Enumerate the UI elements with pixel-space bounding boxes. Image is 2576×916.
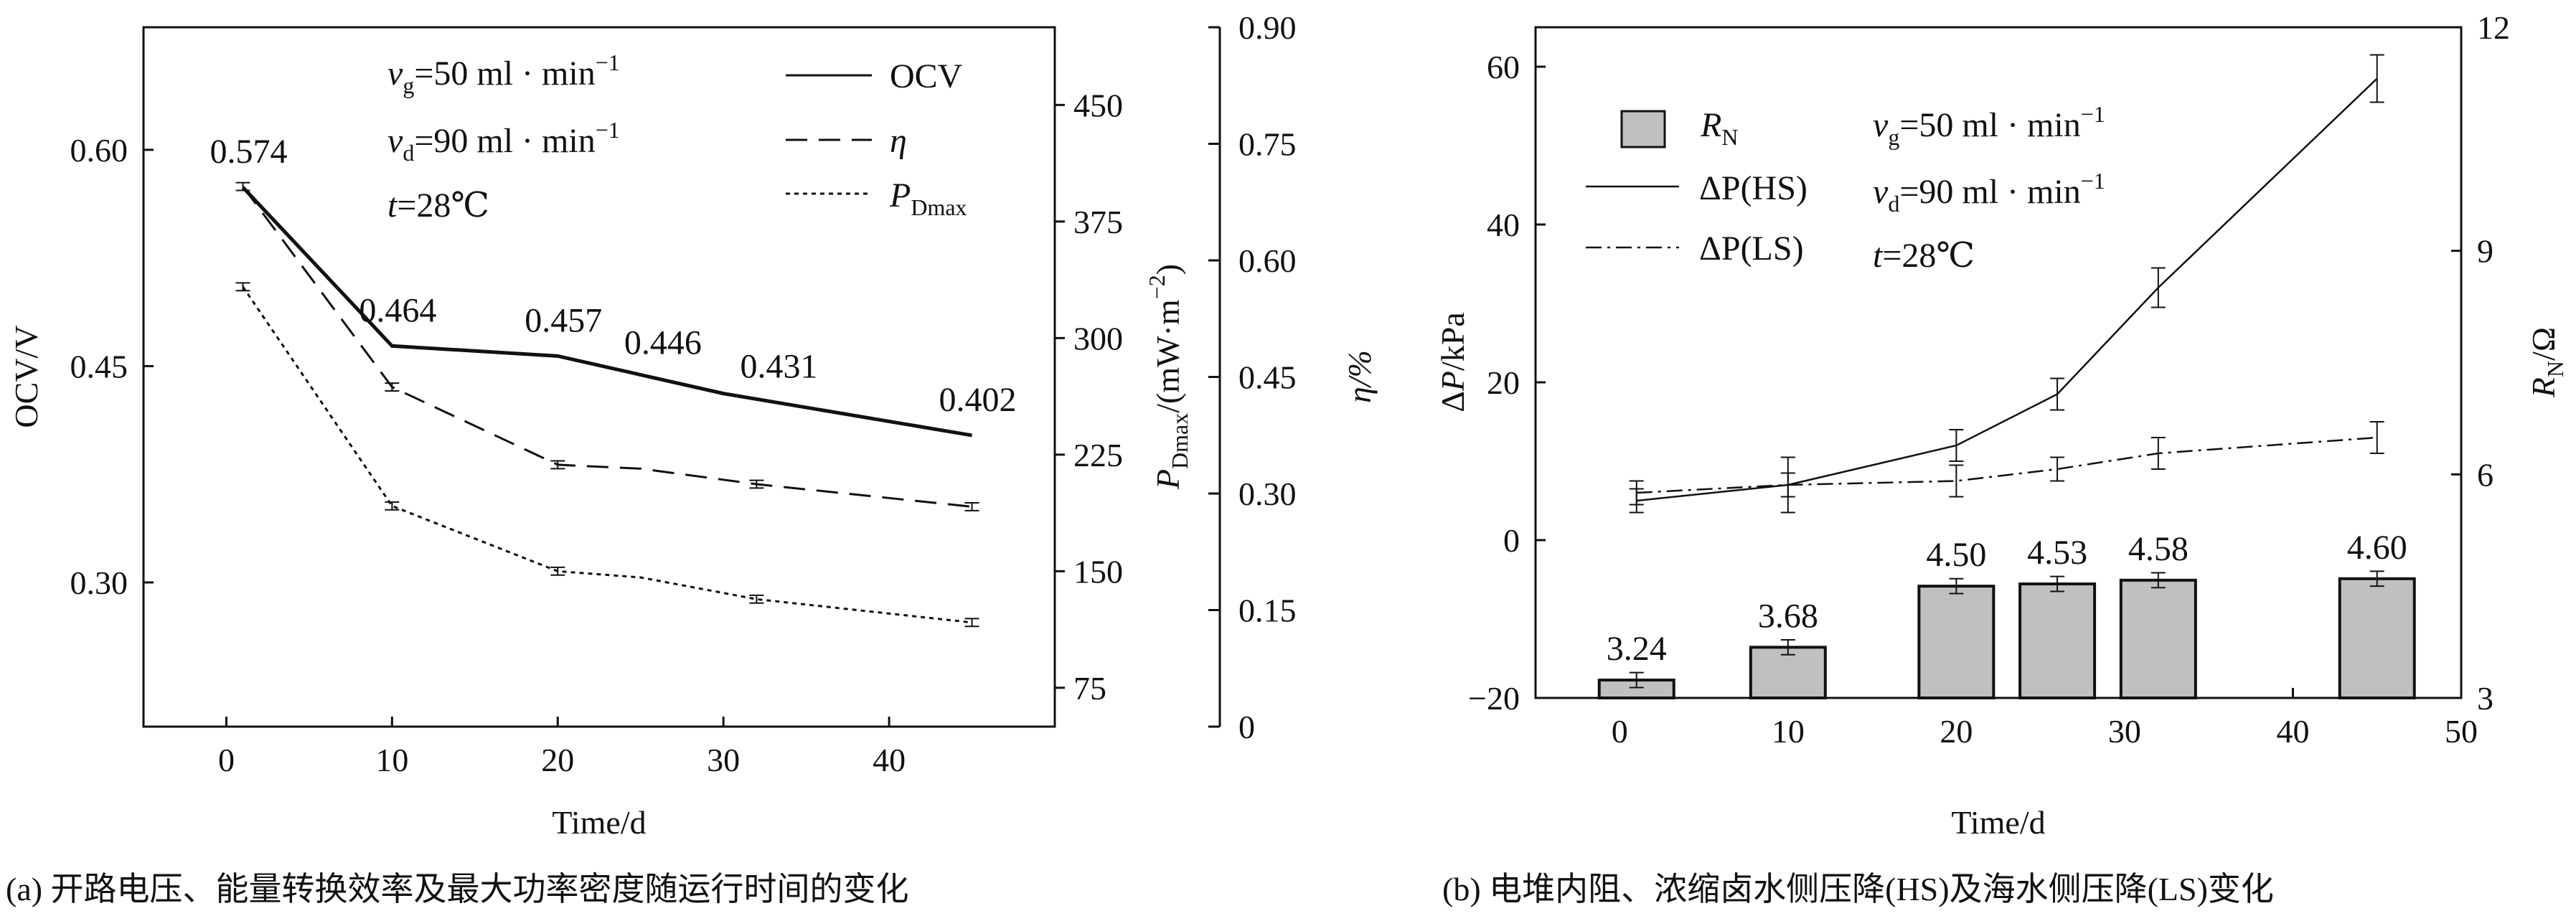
panel-b-conditions: vg=50 ml · min−1 vd=90 ml · min−1 t=28℃ xyxy=(1873,101,2105,275)
legend-rn-swatch xyxy=(1620,110,1666,148)
panel-a-conditions: vg=50 ml · min−1 vd=90 ml · min−1 t=28℃ xyxy=(387,49,620,225)
panel-a-series-line-2 xyxy=(242,285,972,624)
panel-a-xtick-label: 30 xyxy=(707,742,740,778)
ocv-data-label: 0.464 xyxy=(359,291,436,329)
ocv-data-label: 0.457 xyxy=(525,301,602,339)
legend-ocv-label: OCV xyxy=(890,57,963,95)
panel-b-ytick-left-label: −20 xyxy=(1468,680,1520,717)
panel-b-ytick-left-label: 20 xyxy=(1487,364,1520,401)
panel-a-ytick-power-label: 150 xyxy=(1073,553,1123,590)
legend-eta-label: η xyxy=(890,122,907,160)
panel-b-xtick-label: 0 xyxy=(1612,713,1628,750)
panel-a-point-labels: 0.574 0.464 0.457 0.446 0.431 0.402 xyxy=(210,133,1017,419)
panel-a-plot-frame xyxy=(142,26,1056,728)
panel-b-ytick-left-label: 60 xyxy=(1487,49,1520,85)
panel-b-ytick-left-label: 0 xyxy=(1503,522,1520,559)
legend-pdmax-label: PDmax xyxy=(889,176,967,220)
rn-bar-value-label: 4.50 xyxy=(1926,536,1986,574)
panel-a-ylabel-power: PDmax/(mW·m−2) xyxy=(1144,264,1193,490)
panel-a-ytick-left-label: 0.45 xyxy=(70,348,128,384)
panel-b-ytick-left-label: 40 xyxy=(1487,207,1520,243)
panel-b-axes: 0 10 20 30 40 50 −20 0 20 40 60 3 6 9 12 xyxy=(1468,9,2510,750)
panel-b-ytick-right-label: 9 xyxy=(2477,233,2493,270)
panel-b-series-line-1 xyxy=(1636,436,2377,494)
ocv-data-label: 0.574 xyxy=(210,133,288,171)
panel-a-condition-t: t=28℃ xyxy=(387,186,489,225)
panel-a-ytick-power-label: 300 xyxy=(1073,320,1123,357)
panel-a-ytick-left-label: 0.30 xyxy=(70,565,128,601)
rn-bar-value-label: 4.53 xyxy=(2027,534,2087,572)
ocv-data-label: 0.446 xyxy=(624,324,702,362)
panel-b-ytick-right-label: 6 xyxy=(2477,456,2493,493)
panel-a-condition-vg: vg=50 ml · min−1 xyxy=(387,49,620,98)
panel-a-condition-vd: vd=90 ml · min−1 xyxy=(387,117,620,166)
panel-b-xtick-label: 40 xyxy=(2276,713,2309,750)
ocv-data-label: 0.431 xyxy=(740,347,817,385)
panel-a-chart: 0 10 20 30 40 0.30 0.45 0.60 75 150 225 300 375 450 0 0… xyxy=(8,9,1378,841)
caption-a: (a) 开路电压、能量转换效率及最大功率密度随运行时间的变化 xyxy=(6,871,909,907)
panel-b-xtick-label: 20 xyxy=(1940,713,1973,750)
panel-b-series xyxy=(1629,54,2384,514)
panel-b-ylabel-left: ΔP/kPa xyxy=(1434,312,1471,412)
panel-a-ylabel-left: OCV/V xyxy=(8,325,44,428)
panel-a-ytick-power-label: 450 xyxy=(1073,87,1123,123)
panel-a-xtick-label: 0 xyxy=(218,742,235,778)
panel-a-xtick-label: 20 xyxy=(541,742,574,778)
panel-a-series xyxy=(235,181,979,628)
rn-bar-value-label: 3.68 xyxy=(1758,597,1818,635)
panel-b-xtick-label: 50 xyxy=(2445,713,2478,750)
panel-a-xtick-label: 40 xyxy=(873,742,906,778)
panel-a-ylabel-eta: η/% xyxy=(1341,350,1378,403)
rn-bar xyxy=(2018,582,2097,699)
panel-b-bars: 3.24 3.68 4.50 4.53 4.58 4.60 xyxy=(1597,529,2416,700)
panel-a-ytick-eta-label: 0.90 xyxy=(1238,9,1297,46)
panel-b-condition-vg: vg=50 ml · min−1 xyxy=(1873,101,2105,150)
panel-a-xlabel: Time/d xyxy=(552,804,646,841)
panel-b-chart: 0 10 20 30 40 50 −20 0 20 40 60 3 6 9 12 3.24 3.68 4.50 4… xyxy=(1434,9,2568,841)
legend-hs-label: ΔP(HS) xyxy=(1699,169,1808,207)
panel-a-ytick-eta-label: 0.60 xyxy=(1238,242,1297,279)
panel-a-ytick-eta-label: 0.45 xyxy=(1238,359,1297,396)
panel-a-ytick-eta-label: 0 xyxy=(1238,709,1255,745)
panel-a-axes: 0 10 20 30 40 0.30 0.45 0.60 75 150 225 300 375 450 0 0… xyxy=(70,9,1297,778)
panel-a-ytick-eta-label: 0.75 xyxy=(1238,126,1297,163)
rn-bar xyxy=(1749,646,1827,699)
panel-a-ytick-left-label: 0.60 xyxy=(70,132,128,169)
panel-b-xlabel: Time/d xyxy=(1951,804,2045,841)
caption-b: (b) 电堆内阻、浓缩卤水侧压降(HS)及海水侧压降(LS)变化 xyxy=(1442,871,2274,907)
panel-b-ylabel-right: RN/Ω xyxy=(2525,327,2568,398)
panel-b-condition-vd: vd=90 ml · min−1 xyxy=(1873,168,2105,217)
rn-bar xyxy=(1917,585,1996,700)
panel-b-condition-t: t=28℃ xyxy=(1873,237,1975,275)
panel-a-ytick-eta-label: 0.30 xyxy=(1238,476,1297,512)
legend-ls-label: ΔP(LS) xyxy=(1699,230,1804,268)
panel-a-xtick-label: 10 xyxy=(375,742,408,778)
panel-b-ytick-right-label: 12 xyxy=(2477,9,2510,46)
panel-a-ytick-eta-label: 0.15 xyxy=(1238,592,1297,629)
rn-bar-value-label: 4.58 xyxy=(2128,530,2189,568)
rn-bar-value-label: 4.60 xyxy=(2347,529,2407,567)
legend-rn-label: RN xyxy=(1700,106,1738,150)
rn-bar xyxy=(2338,577,2416,699)
panel-b-xtick-label: 10 xyxy=(1772,713,1805,750)
rn-bar xyxy=(2119,578,2197,699)
panel-a-ytick-power-label: 375 xyxy=(1073,204,1123,240)
panel-a-ytick-power-label: 225 xyxy=(1073,437,1123,473)
panel-b-plot-frame xyxy=(1534,26,2463,699)
panel-a-series-line-1 xyxy=(242,186,972,508)
panel-a-legend: OCV η PDmax xyxy=(786,57,967,220)
ocv-data-label: 0.402 xyxy=(939,381,1017,419)
panel-b-legend: RN ΔP(HS) ΔP(LS) xyxy=(1586,106,1808,268)
rn-bar-value-label: 3.24 xyxy=(1607,630,1667,668)
panel-b-xtick-label: 30 xyxy=(2108,713,2141,750)
panel-a-ytick-power-label: 75 xyxy=(1073,670,1106,707)
panel-b-ytick-right-label: 3 xyxy=(2477,680,2493,717)
panel-a-series-line-0 xyxy=(241,186,972,438)
panel-b-series-line-0 xyxy=(1636,77,2378,502)
